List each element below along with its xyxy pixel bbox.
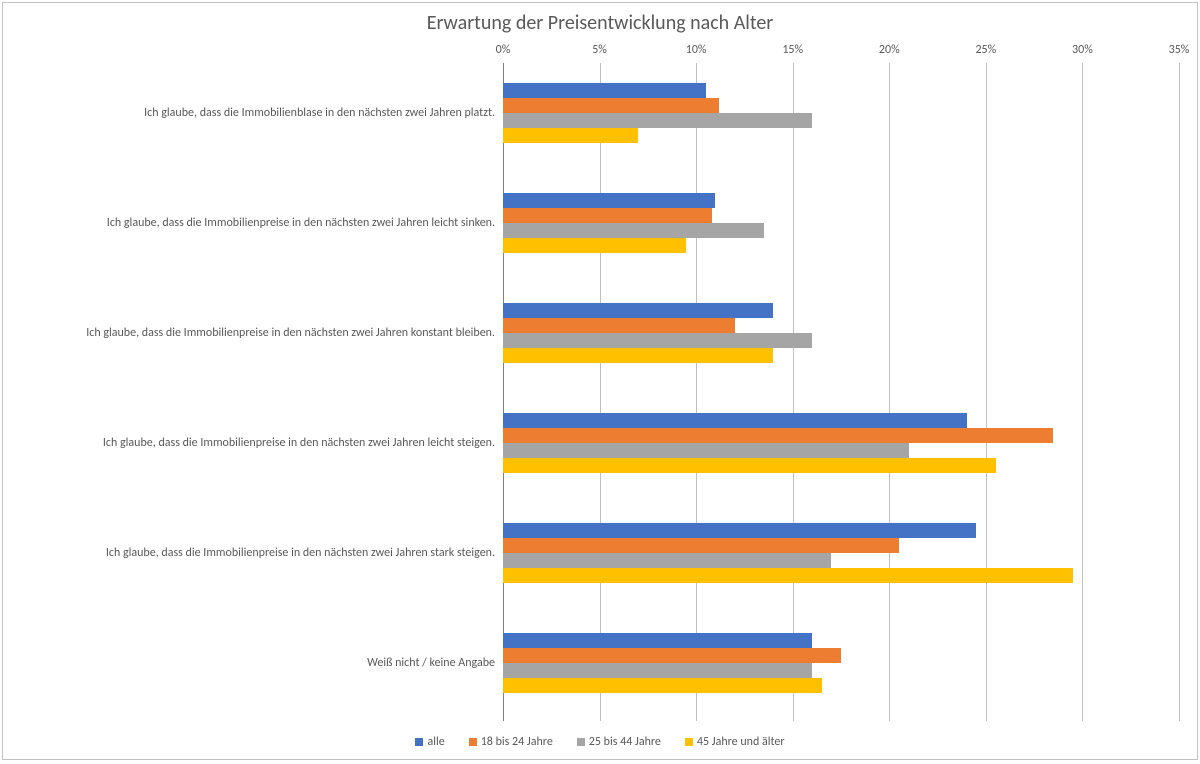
- bar: [503, 443, 909, 458]
- bar: [503, 128, 638, 143]
- legend-swatch-icon: [577, 738, 585, 746]
- x-axis-tick-label: 35%: [1169, 43, 1190, 57]
- bar: [503, 238, 686, 253]
- legend-item: alle: [415, 735, 444, 749]
- bar: [503, 208, 712, 223]
- legend-item: 45 Jahre und älter: [685, 735, 785, 749]
- bars-column: [503, 623, 1179, 703]
- x-axis-top: 0% 5% 10% 15% 20% 25% 30% 35%: [3, 43, 1197, 63]
- bar: [503, 98, 719, 113]
- chart-frame: Erwartung der Preisentwicklung nach Alte…: [2, 2, 1198, 760]
- category-group: Ich glaube, dass die Immobilienpreise in…: [3, 293, 1179, 373]
- bar: [503, 303, 773, 318]
- bar: [503, 633, 812, 648]
- legend-item: 18 bis 24 Jahre: [469, 735, 553, 749]
- legend-item: 25 bis 44 Jahre: [577, 735, 661, 749]
- legend-swatch-icon: [685, 738, 693, 746]
- bar: [503, 83, 706, 98]
- bar: [503, 318, 735, 333]
- category-group: Ich glaube, dass die Immobilienpreise in…: [3, 183, 1179, 263]
- bar: [503, 193, 715, 208]
- legend-label: 18 bis 24 Jahre: [481, 735, 553, 749]
- bar: [503, 523, 976, 538]
- bar: [503, 663, 812, 678]
- x-axis-tick-label: 5%: [592, 43, 607, 57]
- legend-label: 25 bis 44 Jahre: [589, 735, 661, 749]
- legend-swatch-icon: [415, 738, 423, 746]
- category-label: Ich glaube, dass die Immobilienpreise in…: [3, 436, 503, 450]
- category-label: Weiß nicht / keine Angabe: [3, 656, 503, 670]
- bars-column: [503, 183, 1179, 263]
- x-axis-tick-label: 10%: [686, 43, 707, 57]
- bar: [503, 648, 841, 663]
- category-group: Ich glaube, dass die Immobilienpreise in…: [3, 403, 1179, 483]
- legend: alle 18 bis 24 Jahre 25 bis 44 Jahre 45 Jah…: [3, 735, 1197, 749]
- category-group: Ich glaube, dass die Immobilienblase in …: [3, 73, 1179, 153]
- legend-swatch-icon: [469, 738, 477, 746]
- bar: [503, 678, 822, 693]
- chart-title: Erwartung der Preisentwicklung nach Alte…: [3, 3, 1197, 39]
- legend-label: alle: [427, 735, 444, 749]
- category-label: Ich glaube, dass die Immobilienblase in …: [3, 106, 503, 120]
- x-axis-tick-label: 15%: [782, 43, 803, 57]
- bar: [503, 223, 764, 238]
- x-axis-tick-label: 0%: [496, 43, 511, 57]
- category-group: Ich glaube, dass die Immobilienpreise in…: [3, 513, 1179, 593]
- bar: [503, 458, 996, 473]
- bar: [503, 553, 831, 568]
- bars-column: [503, 403, 1179, 483]
- x-axis-tick-label: 25%: [975, 43, 996, 57]
- category-label: Ich glaube, dass die Immobilienpreise in…: [3, 326, 503, 340]
- bar: [503, 428, 1053, 443]
- bar: [503, 348, 773, 363]
- bars-column: [503, 513, 1179, 593]
- category-label: Ich glaube, dass die Immobilienpreise in…: [3, 216, 503, 230]
- bar: [503, 413, 967, 428]
- bars-column: [503, 73, 1179, 153]
- bar: [503, 568, 1073, 583]
- x-axis-tick-label: 20%: [879, 43, 900, 57]
- legend-label: 45 Jahre und älter: [697, 735, 785, 749]
- category-label: Ich glaube, dass die Immobilienpreise in…: [3, 546, 503, 560]
- category-group: Weiß nicht / keine Angabe: [3, 623, 1179, 703]
- bar: [503, 333, 812, 348]
- gridline: [1179, 63, 1180, 721]
- x-axis-tick-label: 30%: [1072, 43, 1093, 57]
- bar: [503, 538, 899, 553]
- bars-column: [503, 293, 1179, 373]
- plot-area: Ich glaube, dass die Immobilienblase in …: [503, 63, 1179, 721]
- bar: [503, 113, 812, 128]
